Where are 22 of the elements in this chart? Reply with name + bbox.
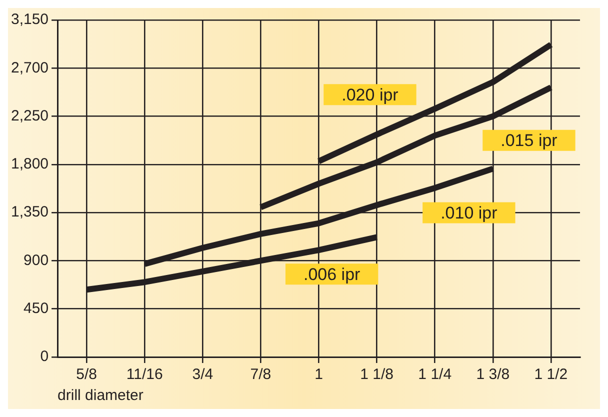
series-label: .010 ipr <box>440 203 498 222</box>
y-tick-label: 2,700 <box>10 59 49 76</box>
x-tick-label: 1 <box>314 366 323 384</box>
y-tick-label: 1,800 <box>10 156 49 173</box>
series-label: .006 ipr <box>303 264 361 284</box>
x-tick-label: 1 1/2 <box>534 366 568 384</box>
y-tick-label: 0 <box>40 348 49 366</box>
y-tick-label: 1,350 <box>10 204 49 221</box>
x-tick-label: 1 1/4 <box>418 366 452 384</box>
x-tick-label: 5/8 <box>76 366 97 384</box>
y-tick-label: 3,150 <box>10 11 49 28</box>
series-label: .015 ipr <box>500 131 558 150</box>
x-tick-label: 1 3/8 <box>476 366 510 384</box>
x-tick-label: 7/8 <box>250 366 272 384</box>
x-tick-label: 3/4 <box>192 366 214 384</box>
y-tick-label: 2,250 <box>10 107 49 124</box>
series-label: .020 ipr <box>342 85 399 104</box>
x-tick-label: 11/16 <box>126 366 163 384</box>
x-tick-label: 1 1/8 <box>360 366 394 384</box>
y-tick-label: 900 <box>24 252 49 269</box>
x-axis-title: drill diameter <box>58 387 144 404</box>
y-tick-label: 450 <box>24 300 49 317</box>
